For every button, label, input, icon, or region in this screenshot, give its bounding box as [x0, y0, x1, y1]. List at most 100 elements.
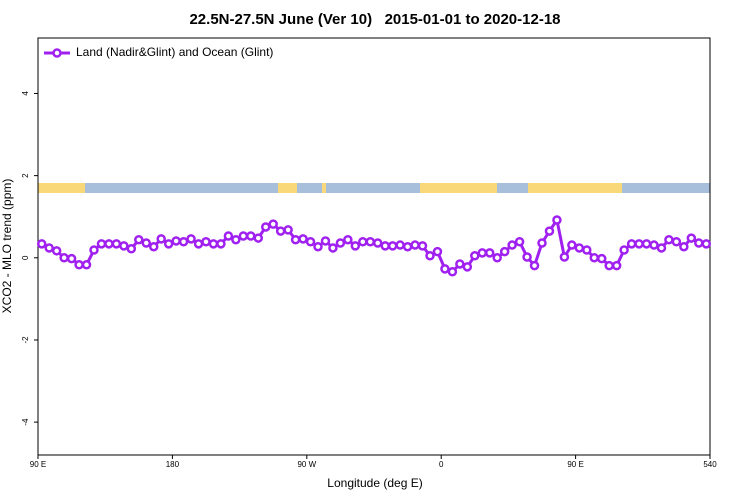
point — [313, 241, 323, 252]
x-tick-label: 180 — [166, 460, 180, 469]
point — [193, 239, 204, 249]
point — [111, 239, 122, 249]
point — [559, 252, 570, 262]
point — [365, 237, 376, 247]
point — [253, 233, 264, 243]
y-tick-label: 4 — [21, 91, 30, 96]
point — [664, 234, 674, 245]
point — [298, 234, 308, 244]
x-tick-label: 90 W — [297, 460, 316, 469]
point — [178, 237, 189, 247]
point — [589, 253, 600, 263]
point — [529, 260, 540, 271]
point — [328, 243, 338, 253]
point — [552, 215, 562, 225]
point — [470, 250, 480, 261]
point — [544, 226, 555, 236]
point — [104, 239, 114, 249]
point — [66, 253, 77, 264]
point — [611, 260, 622, 271]
point — [216, 239, 226, 249]
point — [223, 231, 234, 241]
point — [679, 241, 689, 252]
point — [36, 239, 47, 249]
x-axis-label: Longitude (deg E) — [327, 476, 422, 490]
point — [477, 248, 488, 258]
x-tick-label: 90 E — [567, 460, 583, 469]
point — [51, 246, 62, 256]
point — [350, 241, 361, 251]
point — [260, 222, 271, 232]
point — [649, 240, 659, 250]
point — [567, 240, 577, 250]
y-axis-label: XCO2 - MLO trend (ppm) — [0, 179, 14, 314]
point — [246, 231, 256, 241]
point — [238, 231, 249, 241]
y-tick-label: 0 — [21, 255, 30, 260]
x-tick-label: 90 E — [30, 460, 46, 469]
point — [641, 239, 652, 249]
point — [440, 264, 450, 274]
point — [372, 238, 383, 248]
point — [395, 240, 405, 250]
point — [275, 226, 286, 236]
point — [283, 225, 293, 235]
point — [141, 238, 152, 248]
point — [656, 243, 667, 253]
point — [619, 245, 629, 255]
y-tick-label: -4 — [21, 418, 30, 426]
point — [582, 245, 592, 255]
point — [626, 239, 637, 249]
point — [126, 244, 137, 254]
point — [119, 241, 129, 251]
point — [201, 237, 211, 247]
point — [231, 234, 241, 245]
point — [522, 252, 532, 262]
point — [343, 234, 353, 245]
chart-title: 22.5N-27.5N June (Ver 10) 2015-01-01 to … — [189, 11, 560, 28]
point — [290, 234, 301, 245]
point — [417, 241, 428, 251]
point — [163, 239, 174, 249]
point — [447, 267, 458, 277]
point — [492, 253, 502, 263]
point — [171, 236, 181, 246]
point — [387, 241, 398, 251]
point — [514, 237, 525, 247]
y-tick-label: 2 — [21, 173, 30, 178]
point — [59, 253, 69, 263]
legend-label: Land (Nadir&Glint) and Ocean (Glint) — [76, 45, 273, 59]
point — [44, 243, 54, 253]
plot-frame — [37, 37, 711, 456]
point — [335, 238, 346, 248]
y-tick-label: -2 — [21, 336, 30, 344]
point — [574, 243, 585, 253]
point — [208, 239, 219, 249]
x-tick-label: 540 — [703, 460, 717, 469]
point — [432, 246, 443, 257]
map-strip — [38, 183, 710, 193]
point — [671, 237, 682, 247]
point — [96, 239, 107, 249]
point — [156, 234, 166, 244]
point — [410, 240, 420, 250]
point — [499, 246, 510, 257]
legend-marker — [52, 48, 62, 58]
point — [380, 241, 390, 251]
point — [320, 236, 331, 246]
point — [305, 237, 316, 247]
point — [358, 237, 368, 247]
point — [74, 260, 84, 270]
point — [89, 245, 99, 255]
point — [537, 238, 547, 248]
point — [701, 239, 712, 249]
point — [604, 260, 614, 271]
point — [81, 260, 92, 270]
point — [455, 259, 465, 269]
point — [186, 234, 196, 244]
point — [462, 262, 473, 272]
point — [134, 234, 144, 245]
point — [425, 250, 435, 261]
point — [686, 233, 697, 243]
